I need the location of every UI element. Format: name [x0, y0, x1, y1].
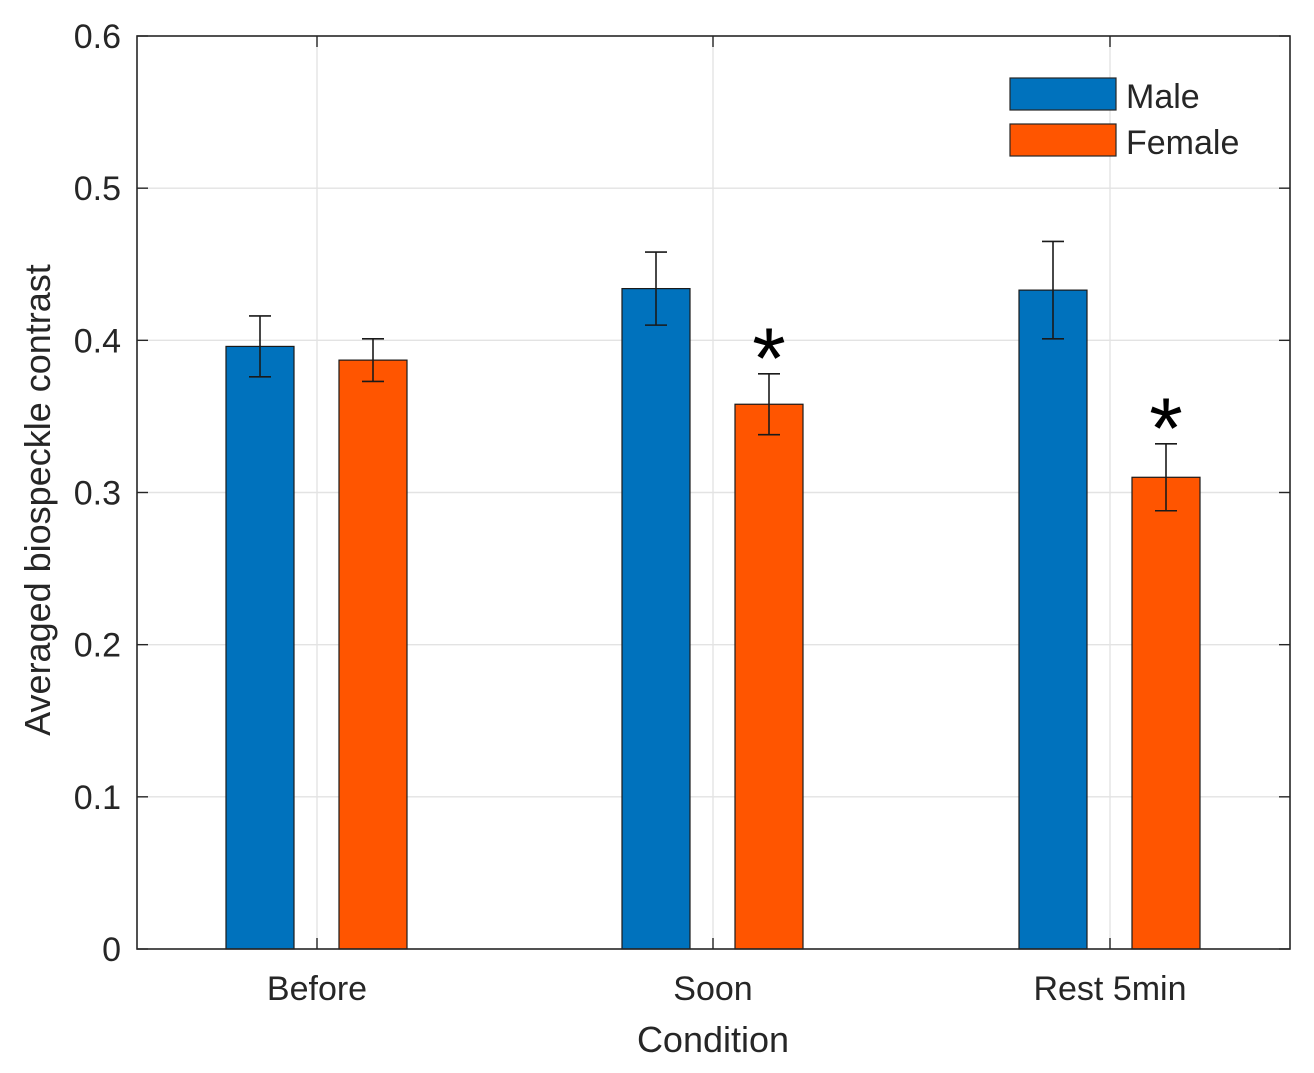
- y-axis-label: Averaged biospeckle contrast: [17, 264, 58, 736]
- error-bars: [249, 240, 1177, 512]
- y-tick-label: 0.3: [74, 475, 121, 513]
- y-tick-label: 0.6: [74, 18, 121, 56]
- bar-female: [1131, 476, 1201, 950]
- y-tick-label: 0.2: [74, 627, 121, 665]
- y-tick-label: 0.1: [74, 779, 121, 817]
- x-tick-label: Before: [267, 970, 367, 1008]
- significance-asterisk: *: [1149, 381, 1182, 477]
- bar-male: [225, 345, 295, 950]
- legend-label-male: Male: [1126, 78, 1200, 116]
- bar-male: [1018, 289, 1088, 950]
- axis-ticks: 0 0.1 0.2 0.3 0.4 0.5 0.6 Before Soon Rest 5min: [74, 18, 1290, 1008]
- legend-label-female: Female: [1126, 124, 1239, 162]
- legend-swatch-female: [1009, 123, 1117, 157]
- bar-female: [338, 359, 408, 950]
- significance-asterisk: *: [752, 311, 785, 407]
- y-tick-label: 0.5: [74, 170, 121, 208]
- y-tick-label: 0.4: [74, 322, 121, 360]
- legend: Male Female: [1009, 77, 1239, 162]
- grid-lines: [137, 36, 1290, 949]
- significance-annotations: **: [752, 311, 1182, 477]
- x-tick-label: Rest 5min: [1033, 970, 1186, 1008]
- x-tick-label: Soon: [673, 970, 752, 1008]
- x-axis-label: Condition: [637, 1019, 789, 1060]
- bar-male: [621, 287, 691, 950]
- bar-female: [734, 403, 804, 950]
- legend-swatch-male: [1009, 77, 1117, 111]
- y-tick-label: 0: [102, 931, 121, 969]
- bars: [225, 287, 1201, 950]
